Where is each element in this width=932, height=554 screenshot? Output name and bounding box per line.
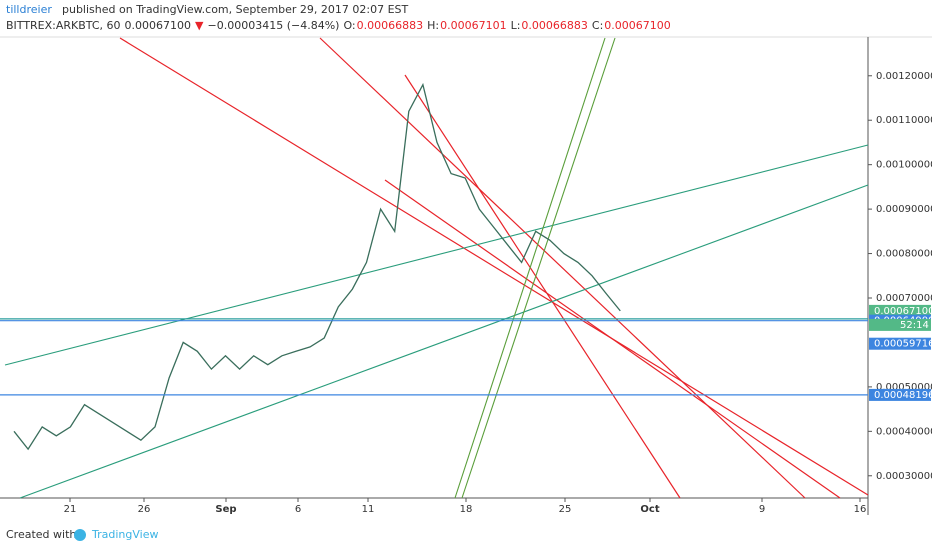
y-tick-label: 0.00050000 bbox=[876, 382, 932, 393]
y-tick-label: 0.00030000 bbox=[876, 471, 932, 482]
y-tick-label: 0.00080000 bbox=[876, 249, 932, 260]
symbol-line: BITTREX:ARKBTC, 60 0.00067100 ▼ −0.00003415… bbox=[6, 19, 671, 32]
published: published on TradingView.com, September … bbox=[62, 3, 409, 16]
channel-line bbox=[19, 184, 869, 499]
header-o: 0.00066883 bbox=[357, 19, 423, 32]
channel-line bbox=[4, 144, 869, 366]
header-c-label: C: bbox=[592, 19, 603, 32]
price-tag-label: 0.00048196 bbox=[874, 390, 932, 401]
logo bbox=[74, 529, 86, 541]
x-tick-label: 11 bbox=[362, 504, 375, 515]
author[interactable]: tilldreier bbox=[6, 3, 52, 16]
price-tag-label: 0.00059716 bbox=[874, 339, 932, 350]
x-tick-label: 26 bbox=[138, 504, 151, 515]
x-tick-label: 25 bbox=[559, 504, 572, 515]
header-arrow: ▼ bbox=[195, 19, 204, 32]
header-last: 0.00067100 bbox=[125, 19, 191, 32]
countdown: 52:14 bbox=[900, 320, 929, 331]
header-l: 0.00066883 bbox=[521, 19, 587, 32]
price-tag-label: 0.00067100 bbox=[874, 306, 932, 317]
y-tick-label: 0.00110000 bbox=[876, 115, 932, 126]
trend-line bbox=[319, 37, 806, 499]
x-tick-label: 9 bbox=[759, 504, 765, 515]
trend-line bbox=[119, 37, 869, 496]
x-tick-label: 16 bbox=[854, 504, 867, 515]
created-with: Created with bbox=[6, 528, 76, 541]
y-tick-label: 0.00040000 bbox=[876, 426, 932, 437]
plot bbox=[4, 37, 869, 499]
fan-line bbox=[454, 37, 606, 499]
trend-line bbox=[404, 74, 681, 499]
x-tick-label: Sep bbox=[215, 504, 236, 515]
y-tick-label: 0.00070000 bbox=[876, 293, 932, 304]
y-tick-label: 0.00090000 bbox=[876, 204, 932, 215]
y-tick-label: 0.00120000 bbox=[876, 71, 932, 82]
header-h-label: H: bbox=[427, 19, 439, 32]
x-tick-label: Oct bbox=[640, 504, 659, 515]
header-l-label: L: bbox=[511, 19, 521, 32]
x-tick-label: 21 bbox=[64, 504, 77, 515]
y-tick-label: 0.00100000 bbox=[876, 160, 932, 171]
brand[interactable]: TradingView bbox=[91, 528, 158, 541]
price-line bbox=[13, 82, 621, 451]
price-tag bbox=[869, 304, 931, 317]
header-c: 0.00067100 bbox=[604, 19, 670, 32]
x-tick-label: 6 bbox=[295, 504, 301, 515]
header-symbol: BITTREX:ARKBTC, 60 bbox=[6, 19, 121, 32]
fan-line bbox=[461, 37, 616, 499]
price-tag bbox=[869, 388, 931, 401]
x-tick-label: 18 bbox=[460, 504, 473, 515]
countdown-tag bbox=[869, 318, 931, 331]
trend-line bbox=[384, 179, 841, 499]
header-change: −0.00003415 (−4.84%) bbox=[208, 19, 340, 32]
price-tag bbox=[869, 337, 931, 350]
header-h: 0.00067101 bbox=[440, 19, 506, 32]
header-o-label: O: bbox=[343, 19, 355, 32]
